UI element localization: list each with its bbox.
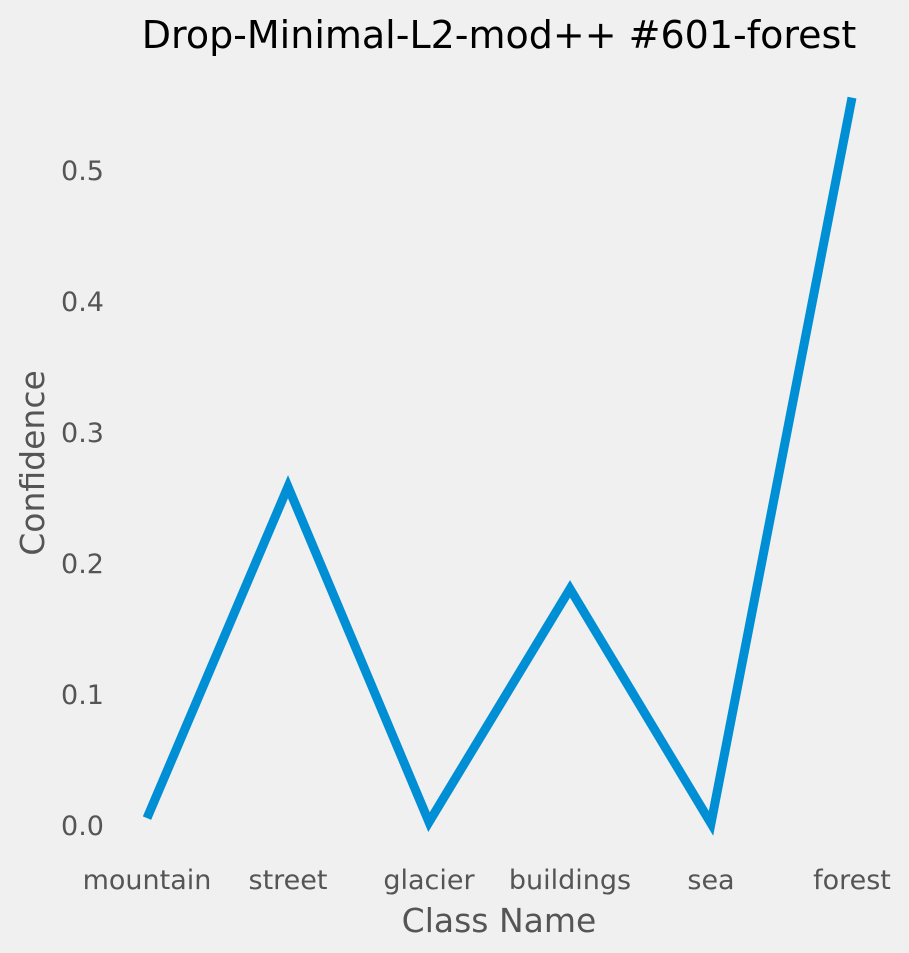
y-tick-label: 0.2 [61,549,104,580]
x-axis-label: Class Name [402,901,597,940]
y-tick-label: 0.1 [61,680,104,711]
y-axis-label: Confidence [13,370,52,556]
x-tick-label: glacier [383,865,475,896]
x-tick-label: forest [813,865,891,896]
x-tick-label: buildings [509,865,631,896]
series-line [142,96,857,836]
x-axis-ticks: mountain street glacier buildings sea forest [83,865,891,896]
y-tick-label: 0.3 [61,418,104,449]
x-tick-label: sea [687,865,734,896]
x-tick-label: street [249,865,328,896]
y-tick-label: 0.4 [61,287,104,318]
y-tick-label: 0.0 [61,811,104,842]
series-lines [142,96,857,836]
chart-title: Drop-Minimal-L2-mod++ #601-forest [142,13,856,57]
y-axis-ticks: 0.0 0.1 0.2 0.3 0.4 0.5 [61,156,104,842]
x-tick-label: mountain [83,865,212,896]
y-tick-label: 0.5 [61,156,104,187]
